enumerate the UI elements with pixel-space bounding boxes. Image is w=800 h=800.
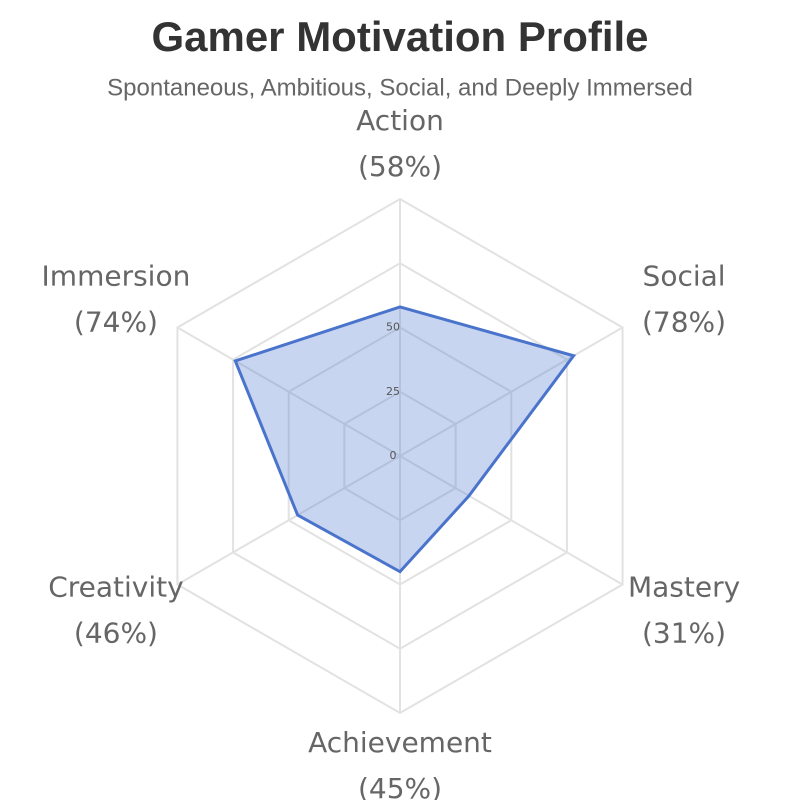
chart-subtitle: Spontaneous, Ambitious, Social, and Deep…	[107, 74, 693, 101]
y-tick-label: 0	[390, 449, 397, 462]
axis-label: Mastery	[628, 571, 740, 604]
value-label: (46%)	[74, 617, 158, 650]
y-tick-label: 50	[386, 321, 400, 334]
y-tick-label: 25	[386, 385, 400, 398]
value-label: (45%)	[358, 772, 442, 800]
grid-ring	[232, 262, 568, 650]
value-label: (31%)	[642, 617, 726, 650]
grid-ring	[343, 390, 457, 522]
axis-label: Action	[356, 104, 444, 137]
value-label: (58%)	[358, 150, 442, 183]
axis-label: Social	[643, 260, 726, 293]
grid-ring	[287, 326, 513, 586]
value-label: (78%)	[642, 306, 726, 339]
axis-label: Creativity	[48, 571, 184, 604]
grid-ring	[176, 197, 624, 715]
data-area	[233, 305, 577, 574]
value-label: (74%)	[74, 306, 158, 339]
chart-title: Gamer Motivation Profile	[151, 13, 648, 60]
axis-label: Achievement	[308, 726, 492, 759]
axis-label: Immersion	[42, 260, 191, 293]
